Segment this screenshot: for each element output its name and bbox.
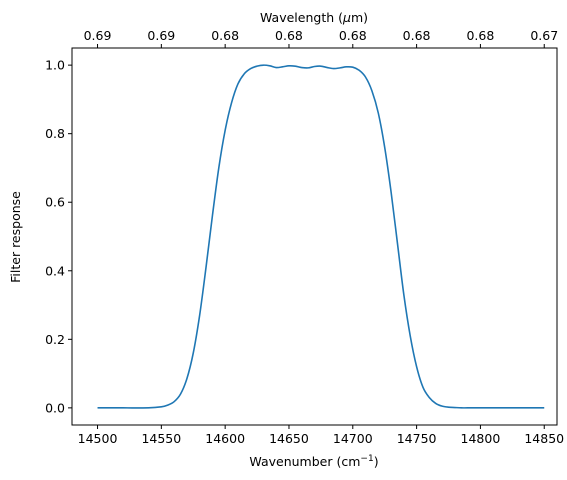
top-tick-label: 0.68	[275, 28, 303, 43]
x-tick-label: 14600	[205, 431, 245, 446]
top-tick-label: 0.69	[84, 28, 112, 43]
x-tick-label: 14550	[141, 431, 181, 446]
filter-response-line	[97, 64, 545, 409]
y-tick-label: 0.4	[45, 263, 65, 278]
x-tick-label: 14750	[397, 431, 437, 446]
top-tick-label: 0.68	[403, 28, 431, 43]
y-tick-label: 0.8	[45, 126, 65, 141]
x-tick-label: 14800	[461, 431, 501, 446]
top-x-axis-label: Wavelength (μm)	[260, 10, 368, 25]
top-tick-label: 0.68	[466, 28, 494, 43]
y-tick-label: 0.2	[45, 332, 65, 347]
top-tick-label: 0.69	[147, 28, 175, 43]
x-tick-label: 14650	[269, 431, 309, 446]
plot-frame	[71, 47, 558, 426]
top-tick-label: 0.67	[530, 28, 558, 43]
y-tick-label: 0.6	[45, 195, 65, 210]
x-tick-label: 14850	[524, 431, 564, 446]
y-tick-label: 1.0	[45, 58, 65, 73]
x-tick-label: 14700	[333, 431, 373, 446]
top-tick-label: 0.68	[211, 28, 239, 43]
x-axis-label: Wavenumber (cm−1)	[249, 454, 378, 469]
x-tick-label: 14500	[78, 431, 118, 446]
top-tick-label: 0.68	[339, 28, 367, 43]
y-tick-label: 0.0	[45, 400, 65, 415]
y-axis-label: Filter response	[8, 191, 23, 283]
